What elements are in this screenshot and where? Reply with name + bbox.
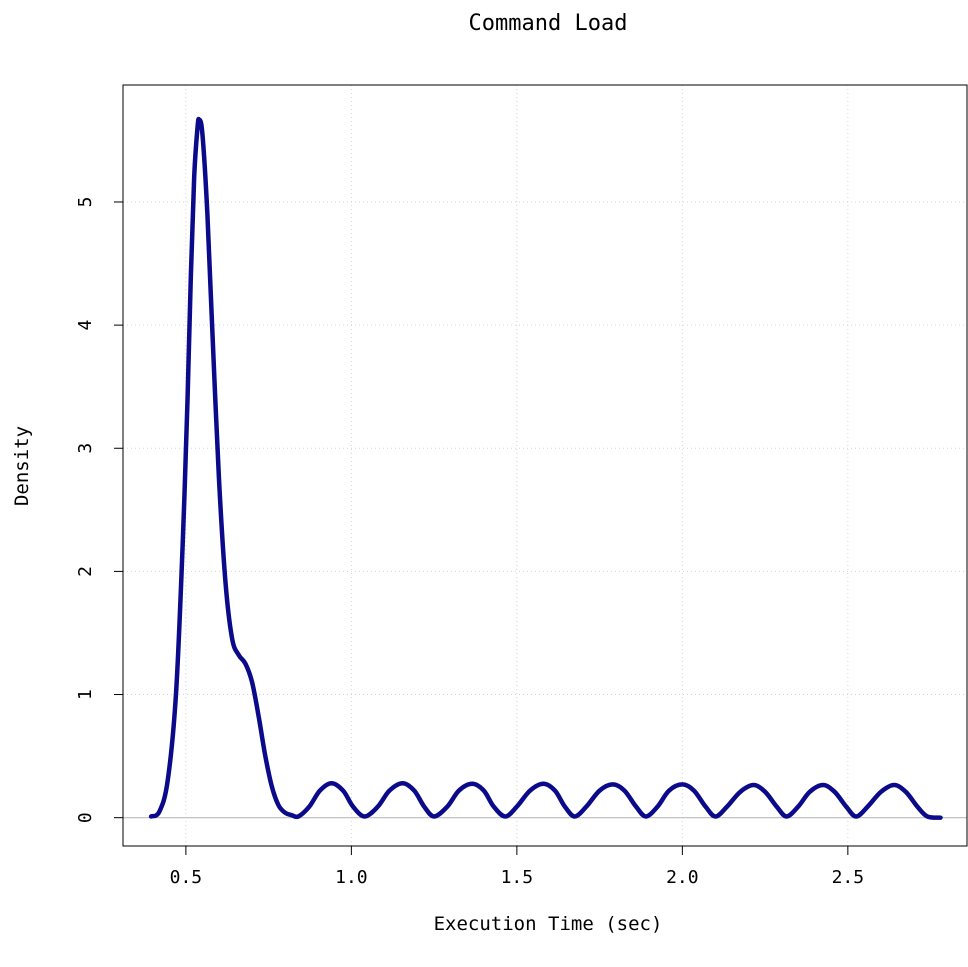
- density-line: [148, 116, 943, 820]
- plot-frame: [122, 84, 968, 847]
- y-axis-title: Density: [11, 426, 33, 506]
- grid-lines: [123, 85, 967, 846]
- x-tick-label: 1.0: [335, 867, 368, 888]
- x-tick-label: 0.5: [170, 867, 203, 888]
- y-axis: 0 1 2 3 4 5: [75, 197, 123, 823]
- y-tick-label: 5: [75, 197, 96, 208]
- x-tick-label: 1.5: [501, 867, 534, 888]
- x-axis: 0.5 1.0 1.5 2.0 2.5: [170, 846, 864, 888]
- x-tick-label: 2.5: [832, 867, 865, 888]
- chart-title: Command Load: [469, 11, 628, 36]
- x-axis-title: Execution Time (sec): [434, 913, 663, 935]
- y-tick-label: 0: [75, 812, 96, 823]
- y-tick-label: 2: [75, 566, 96, 577]
- y-tick-label: 4: [75, 320, 96, 331]
- y-tick-label: 1: [75, 689, 96, 700]
- y-tick-label: 3: [75, 443, 96, 454]
- x-tick-label: 2.0: [666, 867, 699, 888]
